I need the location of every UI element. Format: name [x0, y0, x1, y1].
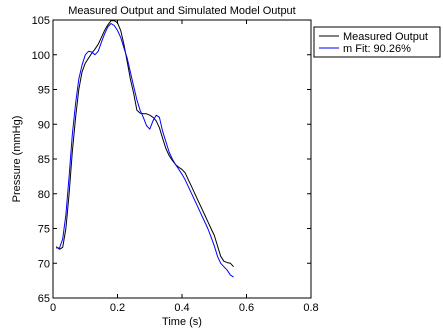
y-tick-label: 85: [38, 154, 50, 166]
legend-label-model-fit: m Fit: 90.26%: [343, 43, 411, 55]
x-tick-label: 0.2: [110, 302, 125, 314]
x-axis-label: Time (s): [162, 316, 202, 328]
y-tick-label: 80: [38, 189, 50, 201]
y-tick-label: 100: [32, 50, 50, 62]
series-layer: [55, 20, 234, 278]
x-axis-ticks: 0 0.2 0.4 0.6 0.8: [50, 20, 319, 314]
x-tick-label: 0.4: [174, 302, 189, 314]
x-tick-label: 0.6: [239, 302, 254, 314]
series-line-measured: [55, 20, 234, 268]
plot-area: [52, 19, 312, 299]
y-tick-label: 95: [38, 85, 50, 97]
series-line-model-fit: [56, 23, 234, 278]
legend-box: [313, 26, 441, 58]
y-tick-label: 105: [32, 15, 50, 27]
legend: Measured Output m Fit: 90.26%: [313, 26, 441, 58]
y-axis-ticks: 65 70 75 80 85 90 95 100 105: [32, 15, 311, 305]
x-tick-label: 0.8: [303, 302, 318, 314]
legend-label-measured: Measured Output: [343, 31, 428, 43]
x-tick-label: 0: [50, 302, 56, 314]
chart-title: Measured Output and Simulated Model Outp…: [68, 5, 295, 17]
y-tick-label: 75: [38, 224, 50, 236]
y-tick-label: 65: [38, 293, 50, 305]
y-tick-label: 90: [38, 119, 50, 131]
y-tick-label: 70: [38, 258, 50, 270]
y-axis-label: Pressure (mmHg): [11, 116, 23, 203]
